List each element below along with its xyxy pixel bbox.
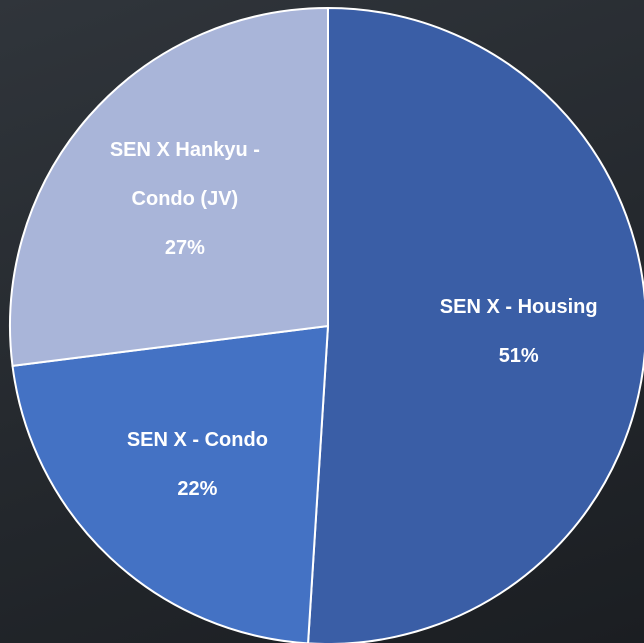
category-label: SEN X - Housing bbox=[439, 295, 598, 318]
category-label: SEN X - Condo bbox=[126, 429, 268, 452]
value-label: 22% bbox=[177, 478, 218, 501]
slice-label: SEN X - Housing 51% bbox=[419, 283, 619, 381]
slice-label: SEN X Hankyu - Condo (JV) 27% bbox=[85, 126, 285, 273]
category-label: SEN X Hankyu - Condo (JV) bbox=[109, 139, 260, 211]
value-label: 27% bbox=[164, 237, 205, 260]
value-label: 51% bbox=[498, 344, 539, 367]
slice-label: SEN X - Condo 22% bbox=[97, 416, 297, 514]
pie-slice bbox=[9, 6, 329, 367]
pie-slice bbox=[307, 6, 644, 643]
pie-slice bbox=[11, 324, 330, 643]
